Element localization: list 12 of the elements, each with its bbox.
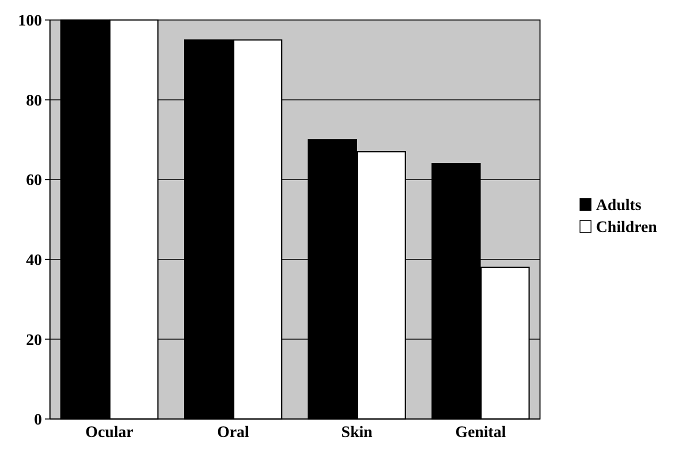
x-tick-label: Ocular bbox=[85, 424, 134, 441]
y-tick-label: 0 bbox=[34, 412, 42, 429]
legend-label: Adults bbox=[596, 197, 642, 214]
y-tick-label: 100 bbox=[18, 12, 42, 30]
y-tick-label: 60 bbox=[26, 172, 42, 190]
x-tick-label: Oral bbox=[217, 424, 250, 441]
x-tick-label: Skin bbox=[341, 424, 373, 441]
y-tick-label: 40 bbox=[26, 252, 42, 269]
legend-label: Children bbox=[596, 219, 658, 236]
x-tick-label: Genital bbox=[455, 424, 506, 441]
y-tick-label: 80 bbox=[26, 92, 42, 110]
y-tick-label: 20 bbox=[26, 332, 42, 349]
